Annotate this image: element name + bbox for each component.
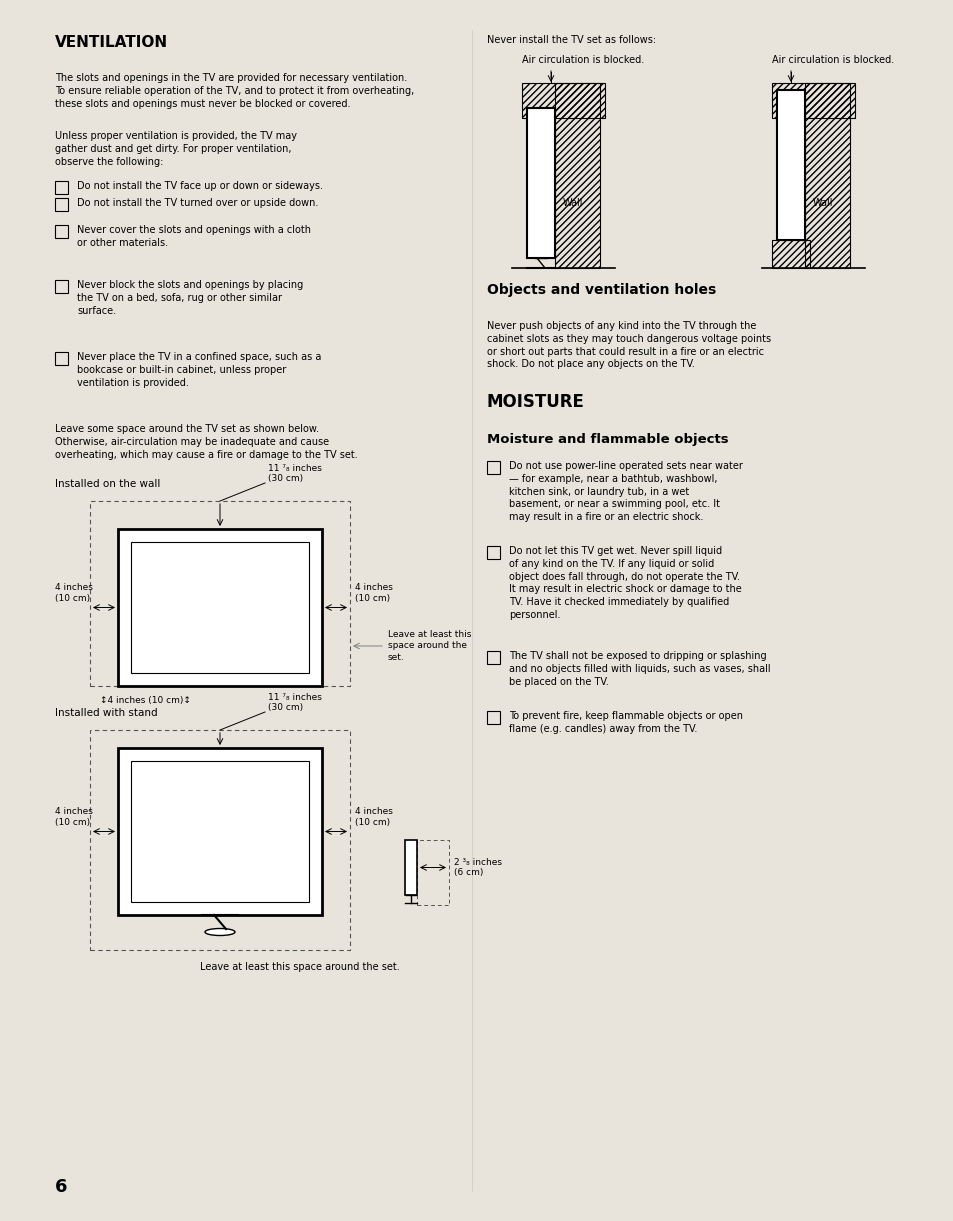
Text: Moisture and flammable objects: Moisture and flammable objects bbox=[486, 433, 728, 446]
Bar bbox=[521, 83, 604, 118]
Bar bbox=[486, 711, 499, 724]
Text: Wall: Wall bbox=[562, 198, 582, 209]
Bar bbox=[131, 542, 309, 673]
Text: Do not install the TV turned over or upside down.: Do not install the TV turned over or ups… bbox=[77, 198, 318, 208]
Text: Unless proper ventilation is provided, the TV may
gather dust and get dirty. For: Unless proper ventilation is provided, t… bbox=[55, 131, 296, 166]
Bar bbox=[486, 651, 499, 664]
Text: Never cover the slots and openings with a cloth
or other materials.: Never cover the slots and openings with … bbox=[77, 225, 311, 248]
Bar bbox=[771, 83, 854, 118]
Text: 11 ⁷₈ inches
(30 cm): 11 ⁷₈ inches (30 cm) bbox=[268, 692, 321, 712]
Text: 4 inches
(10 cm): 4 inches (10 cm) bbox=[355, 807, 393, 827]
Text: Installed with stand: Installed with stand bbox=[55, 708, 157, 718]
Text: 2 ³₈ inches
(6 cm): 2 ³₈ inches (6 cm) bbox=[454, 858, 501, 877]
Text: Installed on the wall: Installed on the wall bbox=[55, 479, 160, 488]
Text: VENTILATION: VENTILATION bbox=[55, 35, 168, 50]
Text: Wall: Wall bbox=[812, 198, 832, 209]
Text: The TV shall not be exposed to dripping or splashing
and no objects filled with : The TV shall not be exposed to dripping … bbox=[509, 651, 770, 686]
Text: Never place the TV in a confined space, such as a
bookcase or built-in cabinet, : Never place the TV in a confined space, … bbox=[77, 352, 321, 387]
Bar bbox=[405, 840, 416, 895]
Bar bbox=[416, 840, 449, 905]
Bar bbox=[90, 501, 350, 686]
Bar bbox=[526, 107, 555, 258]
Text: Leave some space around the TV set as shown below.
Otherwise, air-circulation ma: Leave some space around the TV set as sh… bbox=[55, 424, 357, 459]
Text: Never block the slots and openings by placing
the TV on a bed, sofa, rug or othe: Never block the slots and openings by pl… bbox=[77, 280, 303, 315]
Bar bbox=[55, 198, 68, 211]
Text: To prevent fire, keep flammable objects or open
flame (e.g. candles) away from t: To prevent fire, keep flammable objects … bbox=[509, 711, 742, 734]
Ellipse shape bbox=[205, 928, 234, 935]
Text: Leave at least this space around the set.: Leave at least this space around the set… bbox=[200, 962, 399, 972]
Text: 4 inches
(10 cm): 4 inches (10 cm) bbox=[55, 584, 92, 602]
Text: 6: 6 bbox=[55, 1178, 68, 1197]
Text: Do not install the TV face up or down or sideways.: Do not install the TV face up or down or… bbox=[77, 181, 323, 190]
Bar bbox=[131, 761, 309, 902]
Text: Air circulation is blocked.: Air circulation is blocked. bbox=[521, 55, 643, 65]
Bar bbox=[55, 352, 68, 365]
Bar bbox=[486, 546, 499, 559]
Bar bbox=[771, 241, 809, 267]
Bar bbox=[90, 730, 350, 950]
Text: Do not let this TV get wet. Never spill liquid
of any kind on the TV. If any liq: Do not let this TV get wet. Never spill … bbox=[509, 546, 741, 620]
Text: Air circulation is blocked.: Air circulation is blocked. bbox=[771, 55, 893, 65]
Text: 11 ⁷₈ inches
(30 cm): 11 ⁷₈ inches (30 cm) bbox=[268, 464, 321, 484]
Bar bbox=[118, 748, 322, 915]
Bar bbox=[118, 529, 322, 686]
Bar bbox=[55, 225, 68, 238]
Text: ↕4 inches (10 cm)↕: ↕4 inches (10 cm)↕ bbox=[100, 696, 191, 705]
Text: Never push objects of any kind into the TV through the
cabinet slots as they may: Never push objects of any kind into the … bbox=[486, 321, 770, 370]
Text: 4 inches
(10 cm): 4 inches (10 cm) bbox=[355, 584, 393, 602]
Bar bbox=[486, 462, 499, 474]
Text: The slots and openings in the TV are provided for necessary ventilation.
To ensu: The slots and openings in the TV are pro… bbox=[55, 73, 414, 109]
Text: Do not use power-line operated sets near water
— for example, near a bathtub, wa: Do not use power-line operated sets near… bbox=[509, 462, 742, 523]
Bar bbox=[55, 181, 68, 194]
Text: MOISTURE: MOISTURE bbox=[486, 393, 584, 411]
Text: 4 inches
(10 cm): 4 inches (10 cm) bbox=[55, 807, 92, 827]
Text: Objects and ventilation holes: Objects and ventilation holes bbox=[486, 283, 716, 297]
Text: Never install the TV set as follows:: Never install the TV set as follows: bbox=[486, 35, 656, 45]
Bar bbox=[804, 83, 849, 267]
Bar bbox=[555, 83, 599, 267]
Text: Leave at least this
space around the
set.: Leave at least this space around the set… bbox=[388, 630, 471, 662]
Bar bbox=[55, 280, 68, 293]
Bar bbox=[776, 90, 804, 241]
